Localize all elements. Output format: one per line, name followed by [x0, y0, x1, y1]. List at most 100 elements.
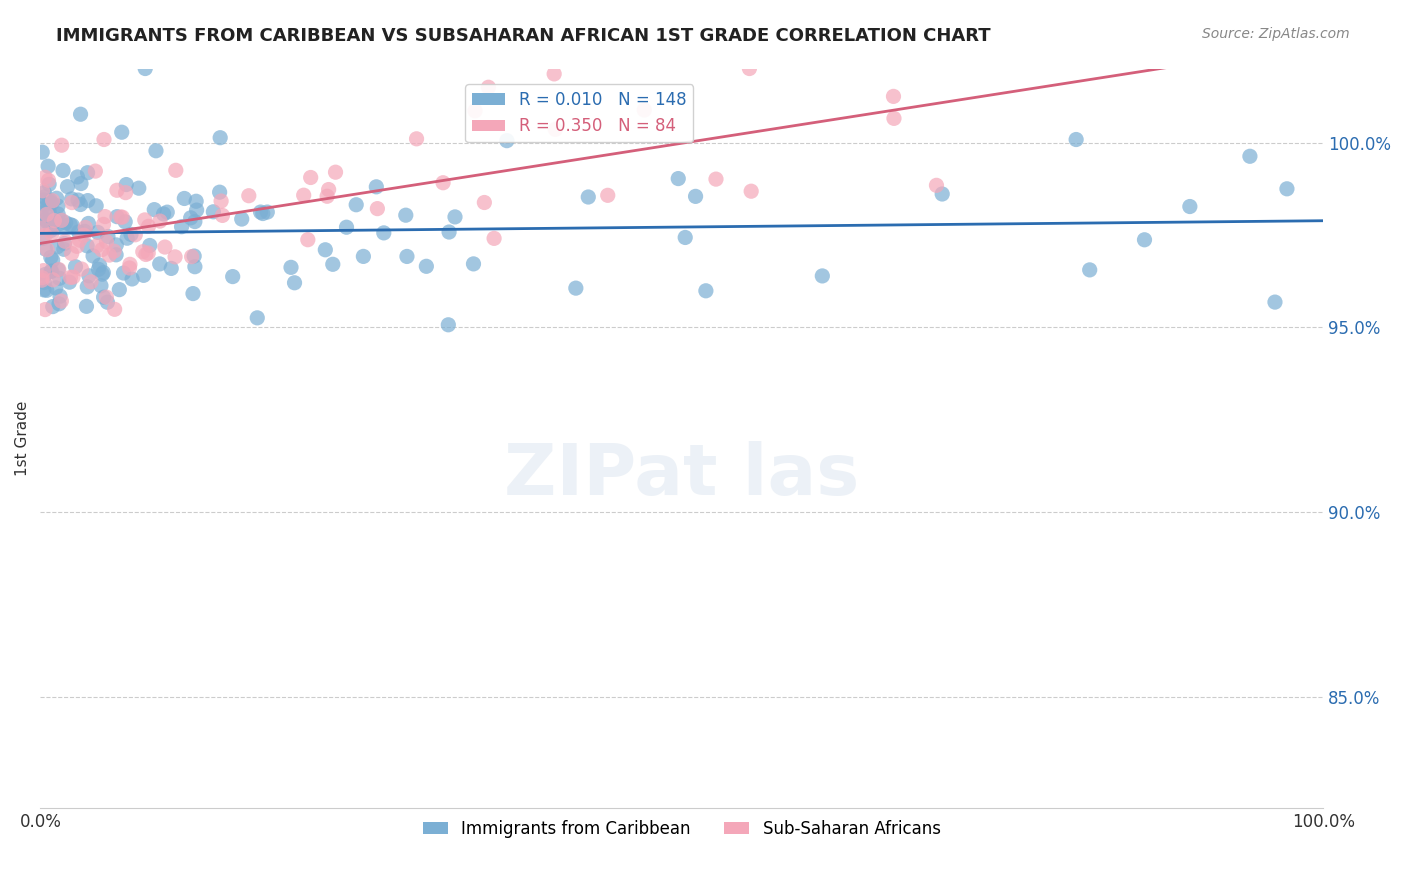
Immigrants from Caribbean	[34, 212, 56, 227]
Immigrants from Caribbean	[69, 197, 91, 211]
Immigrants from Caribbean	[112, 266, 135, 280]
Sub-Saharan Africans	[84, 164, 107, 178]
Immigrants from Caribbean	[115, 231, 138, 245]
Immigrants from Caribbean	[186, 202, 208, 217]
Immigrants from Caribbean	[1264, 295, 1286, 310]
Immigrants from Caribbean	[183, 249, 205, 263]
Immigrants from Caribbean	[121, 272, 143, 286]
Immigrants from Caribbean	[31, 231, 53, 245]
Immigrants from Caribbean	[115, 178, 138, 192]
Immigrants from Caribbean	[41, 218, 63, 232]
Sub-Saharan Africans	[51, 138, 73, 153]
Immigrants from Caribbean	[31, 145, 53, 160]
Immigrants from Caribbean	[69, 107, 91, 121]
Immigrants from Caribbean	[145, 144, 167, 158]
Sub-Saharan Africans	[325, 165, 347, 179]
Sub-Saharan Africans	[883, 112, 905, 126]
Immigrants from Caribbean	[931, 186, 953, 201]
Immigrants from Caribbean	[156, 205, 179, 219]
Immigrants from Caribbean	[463, 257, 485, 271]
Immigrants from Caribbean	[335, 220, 357, 235]
Immigrants from Caribbean	[89, 258, 111, 272]
Immigrants from Caribbean	[1078, 263, 1101, 277]
Sub-Saharan Africans	[96, 290, 118, 304]
Immigrants from Caribbean	[111, 125, 134, 139]
Immigrants from Caribbean	[48, 297, 70, 311]
Immigrants from Caribbean	[39, 251, 62, 265]
Immigrants from Caribbean	[280, 260, 302, 275]
Immigrants from Caribbean	[77, 217, 100, 231]
Sub-Saharan Africans	[94, 210, 117, 224]
Sub-Saharan Africans	[110, 210, 132, 224]
Immigrants from Caribbean	[48, 217, 70, 231]
Sub-Saharan Africans	[297, 233, 319, 247]
Immigrants from Caribbean	[366, 179, 388, 194]
Immigrants from Caribbean	[49, 212, 72, 227]
Sub-Saharan Africans	[149, 214, 172, 228]
Sub-Saharan Africans	[704, 172, 727, 186]
Immigrants from Caribbean	[96, 295, 118, 310]
Sub-Saharan Africans	[366, 202, 388, 216]
Sub-Saharan Africans	[111, 210, 134, 224]
Immigrants from Caribbean	[173, 191, 195, 205]
Immigrants from Caribbean	[437, 225, 460, 239]
Sub-Saharan Africans	[93, 132, 115, 146]
Immigrants from Caribbean	[56, 179, 79, 194]
Sub-Saharan Africans	[165, 250, 187, 264]
Immigrants from Caribbean	[120, 227, 142, 242]
Immigrants from Caribbean	[495, 134, 517, 148]
Immigrants from Caribbean	[181, 286, 204, 301]
Sub-Saharan Africans	[124, 227, 146, 242]
Immigrants from Caribbean	[685, 189, 707, 203]
Immigrants from Caribbean	[34, 242, 56, 256]
Immigrants from Caribbean	[256, 205, 278, 219]
Immigrants from Caribbean	[34, 190, 56, 204]
Immigrants from Caribbean	[65, 260, 87, 274]
Immigrants from Caribbean	[208, 185, 231, 199]
Sub-Saharan Africans	[90, 243, 112, 257]
Immigrants from Caribbean	[35, 215, 58, 229]
Immigrants from Caribbean	[673, 230, 696, 244]
Immigrants from Caribbean	[152, 207, 174, 221]
Immigrants from Caribbean	[437, 318, 460, 332]
Text: Source: ZipAtlas.com: Source: ZipAtlas.com	[1202, 27, 1350, 41]
Immigrants from Caribbean	[160, 261, 183, 276]
Immigrants from Caribbean	[209, 130, 232, 145]
Sub-Saharan Africans	[134, 213, 156, 227]
Sub-Saharan Africans	[925, 178, 948, 193]
Immigrants from Caribbean	[87, 262, 110, 277]
Immigrants from Caribbean	[565, 281, 588, 295]
Immigrants from Caribbean	[149, 257, 172, 271]
Immigrants from Caribbean	[34, 276, 56, 290]
Immigrants from Caribbean	[38, 205, 60, 219]
Sub-Saharan Africans	[42, 273, 65, 287]
Sub-Saharan Africans	[51, 294, 73, 309]
Sub-Saharan Africans	[544, 122, 567, 136]
Sub-Saharan Africans	[596, 188, 619, 202]
Immigrants from Caribbean	[252, 206, 274, 220]
Immigrants from Caribbean	[352, 249, 374, 263]
Immigrants from Caribbean	[184, 260, 207, 274]
Immigrants from Caribbean	[76, 194, 98, 208]
Sub-Saharan Africans	[180, 250, 202, 264]
Sub-Saharan Africans	[37, 173, 59, 187]
Sub-Saharan Africans	[104, 302, 127, 317]
Sub-Saharan Africans	[882, 89, 904, 103]
Immigrants from Caribbean	[58, 275, 80, 289]
Immigrants from Caribbean	[41, 196, 63, 211]
Sub-Saharan Africans	[292, 188, 315, 202]
Immigrants from Caribbean	[105, 238, 128, 252]
Immigrants from Caribbean	[93, 290, 115, 304]
Sub-Saharan Africans	[59, 270, 82, 285]
Immigrants from Caribbean	[55, 216, 77, 230]
Immigrants from Caribbean	[105, 210, 128, 224]
Immigrants from Caribbean	[45, 281, 67, 295]
Sub-Saharan Africans	[80, 275, 103, 289]
Immigrants from Caribbean	[31, 219, 53, 234]
Y-axis label: 1st Grade: 1st Grade	[15, 401, 30, 476]
Immigrants from Caribbean	[38, 194, 60, 209]
Immigrants from Caribbean	[37, 200, 59, 214]
Immigrants from Caribbean	[41, 253, 63, 268]
Immigrants from Caribbean	[180, 211, 202, 225]
Sub-Saharan Africans	[633, 103, 655, 117]
